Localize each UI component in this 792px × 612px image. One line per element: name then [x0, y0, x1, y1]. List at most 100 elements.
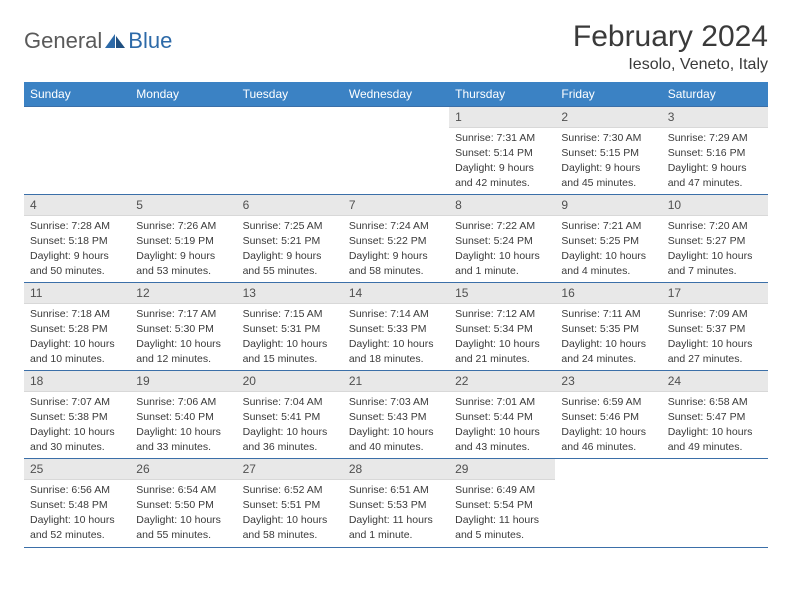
day-number: 3 — [662, 107, 768, 128]
day-number: 12 — [130, 283, 236, 304]
day-cell: 3Sunrise: 7:29 AMSunset: 5:16 PMDaylight… — [662, 107, 768, 195]
sunrise-line: Sunrise: 7:06 AM — [136, 395, 230, 409]
sunset-line: Sunset: 5:48 PM — [30, 498, 124, 512]
day-content: Sunrise: 7:03 AMSunset: 5:43 PMDaylight:… — [343, 392, 449, 458]
sunset-line: Sunset: 5:43 PM — [349, 410, 443, 424]
daylight-line: Daylight: 10 hours and 21 minutes. — [455, 337, 549, 365]
day-cell — [662, 459, 768, 547]
sunrise-line: Sunrise: 7:29 AM — [668, 131, 762, 145]
day-cell: 13Sunrise: 7:15 AMSunset: 5:31 PMDayligh… — [237, 283, 343, 371]
day-content: Sunrise: 6:59 AMSunset: 5:46 PMDaylight:… — [555, 392, 661, 458]
day-cell: 8Sunrise: 7:22 AMSunset: 5:24 PMDaylight… — [449, 195, 555, 283]
calendar-page: General Blue February 2024 Iesolo, Venet… — [0, 0, 792, 568]
day-cell: 24Sunrise: 6:58 AMSunset: 5:47 PMDayligh… — [662, 371, 768, 459]
day-content: Sunrise: 6:51 AMSunset: 5:53 PMDaylight:… — [343, 480, 449, 546]
day-cell — [24, 107, 130, 195]
day-header: Thursday — [449, 82, 555, 107]
day-cell: 6Sunrise: 7:25 AMSunset: 5:21 PMDaylight… — [237, 195, 343, 283]
sunset-line: Sunset: 5:54 PM — [455, 498, 549, 512]
day-cell: 11Sunrise: 7:18 AMSunset: 5:28 PMDayligh… — [24, 283, 130, 371]
day-number: 20 — [237, 371, 343, 392]
day-content: Sunrise: 7:06 AMSunset: 5:40 PMDaylight:… — [130, 392, 236, 458]
day-content: Sunrise: 6:52 AMSunset: 5:51 PMDaylight:… — [237, 480, 343, 546]
sunrise-line: Sunrise: 7:12 AM — [455, 307, 549, 321]
sunrise-line: Sunrise: 7:18 AM — [30, 307, 124, 321]
sunrise-line: Sunrise: 6:58 AM — [668, 395, 762, 409]
day-content: Sunrise: 7:01 AMSunset: 5:44 PMDaylight:… — [449, 392, 555, 458]
sunrise-line: Sunrise: 7:15 AM — [243, 307, 337, 321]
day-cell: 9Sunrise: 7:21 AMSunset: 5:25 PMDaylight… — [555, 195, 661, 283]
day-cell: 1Sunrise: 7:31 AMSunset: 5:14 PMDaylight… — [449, 107, 555, 195]
sunset-line: Sunset: 5:18 PM — [30, 234, 124, 248]
sunrise-line: Sunrise: 6:56 AM — [30, 483, 124, 497]
day-cell: 14Sunrise: 7:14 AMSunset: 5:33 PMDayligh… — [343, 283, 449, 371]
calendar-body: 1Sunrise: 7:31 AMSunset: 5:14 PMDaylight… — [24, 107, 768, 547]
day-header: Saturday — [662, 82, 768, 107]
sunrise-line: Sunrise: 7:11 AM — [561, 307, 655, 321]
sunrise-line: Sunrise: 7:25 AM — [243, 219, 337, 233]
day-content: Sunrise: 7:26 AMSunset: 5:19 PMDaylight:… — [130, 216, 236, 282]
daylight-line: Daylight: 11 hours and 5 minutes. — [455, 513, 549, 541]
day-content: Sunrise: 7:14 AMSunset: 5:33 PMDaylight:… — [343, 304, 449, 370]
daylight-line: Daylight: 10 hours and 52 minutes. — [30, 513, 124, 541]
day-content: Sunrise: 7:11 AMSunset: 5:35 PMDaylight:… — [555, 304, 661, 370]
sunrise-line: Sunrise: 7:03 AM — [349, 395, 443, 409]
sunset-line: Sunset: 5:46 PM — [561, 410, 655, 424]
day-number: 25 — [24, 459, 130, 480]
sunrise-line: Sunrise: 6:51 AM — [349, 483, 443, 497]
day-cell: 12Sunrise: 7:17 AMSunset: 5:30 PMDayligh… — [130, 283, 236, 371]
sunset-line: Sunset: 5:25 PM — [561, 234, 655, 248]
day-number: 24 — [662, 371, 768, 392]
sunset-line: Sunset: 5:27 PM — [668, 234, 762, 248]
daylight-line: Daylight: 10 hours and 27 minutes. — [668, 337, 762, 365]
daylight-line: Daylight: 9 hours and 42 minutes. — [455, 161, 549, 189]
sunset-line: Sunset: 5:34 PM — [455, 322, 549, 336]
sunrise-line: Sunrise: 7:20 AM — [668, 219, 762, 233]
sunrise-line: Sunrise: 7:24 AM — [349, 219, 443, 233]
sunset-line: Sunset: 5:53 PM — [349, 498, 443, 512]
day-cell: 21Sunrise: 7:03 AMSunset: 5:43 PMDayligh… — [343, 371, 449, 459]
day-cell: 25Sunrise: 6:56 AMSunset: 5:48 PMDayligh… — [24, 459, 130, 547]
day-number: 15 — [449, 283, 555, 304]
sunset-line: Sunset: 5:16 PM — [668, 146, 762, 160]
day-content: Sunrise: 7:24 AMSunset: 5:22 PMDaylight:… — [343, 216, 449, 282]
day-cell: 20Sunrise: 7:04 AMSunset: 5:41 PMDayligh… — [237, 371, 343, 459]
day-number: 19 — [130, 371, 236, 392]
day-content: Sunrise: 7:21 AMSunset: 5:25 PMDaylight:… — [555, 216, 661, 282]
week-row: 11Sunrise: 7:18 AMSunset: 5:28 PMDayligh… — [24, 283, 768, 371]
day-header: Friday — [555, 82, 661, 107]
daylight-line: Daylight: 10 hours and 46 minutes. — [561, 425, 655, 453]
sunrise-line: Sunrise: 6:52 AM — [243, 483, 337, 497]
sunrise-line: Sunrise: 7:21 AM — [561, 219, 655, 233]
day-content: Sunrise: 7:12 AMSunset: 5:34 PMDaylight:… — [449, 304, 555, 370]
sunset-line: Sunset: 5:14 PM — [455, 146, 549, 160]
daylight-line: Daylight: 10 hours and 40 minutes. — [349, 425, 443, 453]
day-content: Sunrise: 7:31 AMSunset: 5:14 PMDaylight:… — [449, 128, 555, 194]
day-cell: 23Sunrise: 6:59 AMSunset: 5:46 PMDayligh… — [555, 371, 661, 459]
day-content: Sunrise: 7:30 AMSunset: 5:15 PMDaylight:… — [555, 128, 661, 194]
day-cell: 28Sunrise: 6:51 AMSunset: 5:53 PMDayligh… — [343, 459, 449, 547]
sunset-line: Sunset: 5:19 PM — [136, 234, 230, 248]
day-content: Sunrise: 7:22 AMSunset: 5:24 PMDaylight:… — [449, 216, 555, 282]
day-content: Sunrise: 6:49 AMSunset: 5:54 PMDaylight:… — [449, 480, 555, 546]
daylight-line: Daylight: 10 hours and 58 minutes. — [243, 513, 337, 541]
sunset-line: Sunset: 5:22 PM — [349, 234, 443, 248]
day-number: 22 — [449, 371, 555, 392]
day-number: 10 — [662, 195, 768, 216]
daylight-line: Daylight: 11 hours and 1 minute. — [349, 513, 443, 541]
day-header: Wednesday — [343, 82, 449, 107]
sunset-line: Sunset: 5:47 PM — [668, 410, 762, 424]
day-cell: 19Sunrise: 7:06 AMSunset: 5:40 PMDayligh… — [130, 371, 236, 459]
day-number: 16 — [555, 283, 661, 304]
day-cell — [343, 107, 449, 195]
day-cell: 7Sunrise: 7:24 AMSunset: 5:22 PMDaylight… — [343, 195, 449, 283]
daylight-line: Daylight: 10 hours and 10 minutes. — [30, 337, 124, 365]
sunset-line: Sunset: 5:51 PM — [243, 498, 337, 512]
daylight-line: Daylight: 9 hours and 58 minutes. — [349, 249, 443, 277]
logo: General Blue — [24, 28, 172, 54]
day-number: 5 — [130, 195, 236, 216]
week-row: 1Sunrise: 7:31 AMSunset: 5:14 PMDaylight… — [24, 107, 768, 195]
daylight-line: Daylight: 10 hours and 30 minutes. — [30, 425, 124, 453]
day-content: Sunrise: 6:56 AMSunset: 5:48 PMDaylight:… — [24, 480, 130, 546]
day-number: 26 — [130, 459, 236, 480]
